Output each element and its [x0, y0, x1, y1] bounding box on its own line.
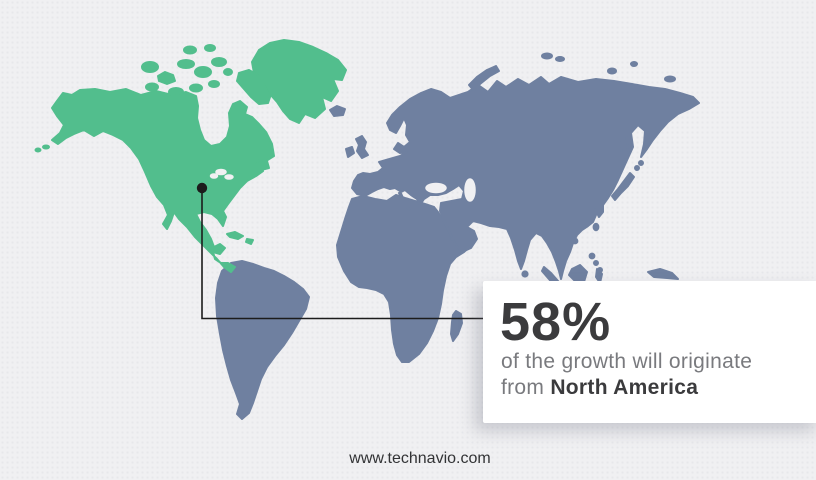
inland-water [209, 168, 476, 202]
lake-great-lakes [209, 173, 219, 179]
island-arctic [555, 56, 565, 62]
island-novaya-zemlya [468, 65, 500, 92]
island-arctic-canada [204, 44, 216, 52]
island-arctic-canada [157, 71, 176, 85]
callout-connector [196, 182, 486, 320]
sea-caspian [464, 178, 476, 202]
island-aleutian [42, 144, 50, 150]
island-arctic-canada [223, 68, 233, 76]
island-borneo [568, 264, 588, 283]
island-kuril [634, 165, 640, 171]
island-arctic [541, 52, 553, 60]
island-arctic-canada [145, 82, 159, 92]
stat-value: 58% [500, 292, 612, 352]
island-madagascar [450, 310, 463, 342]
island-arctic-canada [189, 83, 203, 93]
stat-region-name: North America [550, 376, 699, 399]
location-marker-dot [196, 182, 208, 194]
north-america-mainland [51, 88, 275, 273]
lake-great-lakes [215, 168, 227, 176]
island-new-guinea [647, 268, 679, 280]
stat-description-line1: of the growth will originate [501, 350, 753, 373]
region-north-america [34, 39, 347, 273]
region-other-continents [215, 52, 700, 420]
island-arctic-canada [211, 57, 227, 67]
island-arctic-canada [183, 45, 197, 55]
island-arctic-canada [194, 66, 212, 78]
island-taiwan [592, 222, 600, 232]
island-arctic-canada [141, 61, 159, 73]
island-arctic-canada [168, 87, 184, 97]
island-kuril [638, 160, 644, 166]
lake-great-lakes [224, 174, 234, 180]
region-eurasia [351, 76, 700, 280]
island-newfoundland [255, 159, 270, 171]
island-greenland [251, 39, 347, 124]
island-arctic [630, 61, 638, 67]
island-japan [611, 172, 635, 201]
island-arctic-canada [208, 80, 220, 88]
island-great-britain [355, 135, 369, 159]
island-philippines [593, 260, 599, 266]
stat-description: of the growth will originate from North A… [501, 349, 752, 401]
island-sakhalin [620, 134, 629, 159]
island-baffin [236, 69, 272, 105]
island-cuba [226, 231, 244, 240]
footer-url: www.technavio.com [349, 450, 491, 467]
island-hispaniola [245, 238, 254, 245]
island-arctic [664, 75, 676, 83]
sea-black [425, 182, 447, 194]
island-arctic-canada [177, 59, 195, 69]
island-aleutian [34, 147, 42, 153]
island-ireland [345, 146, 355, 158]
region-south-america [215, 260, 310, 420]
island-sri-lanka [521, 270, 529, 278]
callout-connector-line [201, 193, 486, 320]
island-hainan [571, 237, 579, 245]
island-philippines [588, 252, 596, 260]
island-arctic [607, 67, 617, 75]
stat-description-line2-prefix: from [501, 376, 551, 399]
stat-callout: 58% of the growth will originate from Nor… [483, 281, 816, 423]
island-iceland [329, 105, 346, 117]
